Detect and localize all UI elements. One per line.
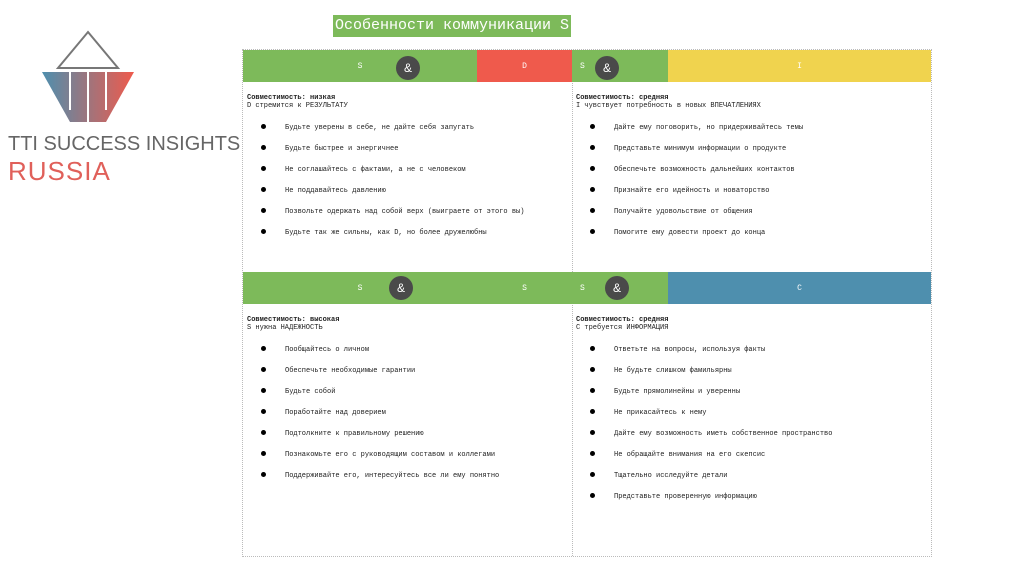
need-text: S нужна НАДЕЖНОСТЬ — [247, 324, 323, 332]
style-label-s: S — [243, 50, 477, 82]
ampersand-badge: & — [595, 56, 619, 80]
quadrant-3-panel: Совместимость: высокая S нужна НАДЕЖНОСТ… — [247, 316, 499, 493]
list-item: Тщательно исследуйте детали — [576, 472, 832, 493]
list-item: Не прикасайтесь к нему — [576, 409, 832, 430]
list-item: Признайте его идейность и новаторство — [576, 187, 803, 208]
list-item: Не соглашайтесь с фактами, а не с челове… — [247, 166, 524, 187]
list-item: Представьте проверенную информацию — [576, 493, 832, 514]
list-item: Не будьте слишком фамильярны — [576, 367, 832, 388]
list-item: Пообщайтесь о личном — [247, 346, 499, 367]
tti-logo-icon — [40, 30, 150, 130]
list-item: Будьте собой — [247, 388, 499, 409]
list-item: Обеспечьте возможность дальнейших контак… — [576, 166, 803, 187]
need-text: I чувствует потребность в новых ВПЕЧАТЛЕ… — [576, 102, 761, 110]
quadrant-4-panel: Совместимость: средняя C требуется ИНФОР… — [576, 316, 832, 514]
compatibility-grid: S D & S I & S S & S C & Совместимость: н… — [242, 49, 932, 557]
compatibility-label: Совместимость: высокая — [247, 316, 340, 324]
quadrant-2-header: S I — [572, 50, 931, 82]
list-item: Получайте удовольствие от общения — [576, 208, 803, 229]
ampersand-badge: & — [389, 276, 413, 300]
style-label-i: I — [668, 50, 931, 82]
quadrant-1-panel: Совместимость: низкая D стремится к РЕЗУ… — [247, 94, 524, 250]
list-item: Представьте минимум информации о продукт… — [576, 145, 803, 166]
list-item: Поддерживайте его, интересуйтесь все ли … — [247, 472, 499, 493]
ampersand-badge: & — [605, 276, 629, 300]
list-item: Обеспечьте необходимые гарантии — [247, 367, 499, 388]
tips-list: Будьте уверены в себе, не дайте себя зап… — [247, 124, 524, 250]
list-item: Дайте ему возможность иметь собственное … — [576, 430, 832, 451]
list-item: Будьте уверены в себе, не дайте себя зап… — [247, 124, 524, 145]
list-item: Помогите ему довести проект до конца — [576, 229, 803, 250]
list-item: Не обращайте внимания на его скепсис — [576, 451, 832, 472]
list-item: Поработайте над доверием — [247, 409, 499, 430]
compatibility-label: Совместимость: средняя — [576, 316, 669, 324]
style-label-d: D — [477, 50, 572, 82]
list-item: Ответьте на вопросы, используя факты — [576, 346, 832, 367]
tips-list: Пообщайтесь о личном Обеспечьте необходи… — [247, 346, 499, 493]
quadrant-3-header: S S — [243, 272, 572, 304]
list-item: Будьте так же сильны, как D, но более др… — [247, 229, 524, 250]
need-text: D стремится к РЕЗУЛЬТАТУ — [247, 102, 348, 110]
list-item: Будьте прямолинейны и уверенны — [576, 388, 832, 409]
list-item: Позвольте одержать над собой верх (выигр… — [247, 208, 524, 229]
logo-line1: TTI SUCCESS INSIGHTS — [8, 133, 241, 155]
logo-line2: RUSSIA — [8, 156, 111, 186]
compatibility-label: Совместимость: средняя — [576, 94, 669, 102]
tips-list: Дайте ему поговорить, но придерживайтесь… — [576, 124, 803, 250]
slide-title: Особенности коммуникации S — [333, 15, 572, 37]
logo-text: TTI SUCCESS INSIGHTS RUSSIA — [8, 132, 241, 186]
tips-list: Ответьте на вопросы, используя факты Не … — [576, 346, 832, 514]
style-label-s: S — [572, 50, 668, 82]
style-label-s: S — [477, 272, 572, 304]
list-item: Подтолкните к правильному решению — [247, 430, 499, 451]
need-text: C требуется ИНФОРМАЦИЯ — [576, 324, 669, 332]
ampersand-badge: & — [396, 56, 420, 80]
list-item: Дайте ему поговорить, но придерживайтесь… — [576, 124, 803, 145]
list-item: Познакомьте его с руководящим составом и… — [247, 451, 499, 472]
quadrant-2-panel: Совместимость: средняя I чувствует потре… — [576, 94, 803, 250]
list-item: Не поддавайтесь давлению — [247, 187, 524, 208]
list-item: Будьте быстрее и энергичнее — [247, 145, 524, 166]
style-label-s: S — [243, 272, 477, 304]
quadrant-1-header: S D — [243, 50, 572, 82]
compatibility-label: Совместимость: низкая — [247, 94, 336, 102]
style-label-c: C — [668, 272, 931, 304]
